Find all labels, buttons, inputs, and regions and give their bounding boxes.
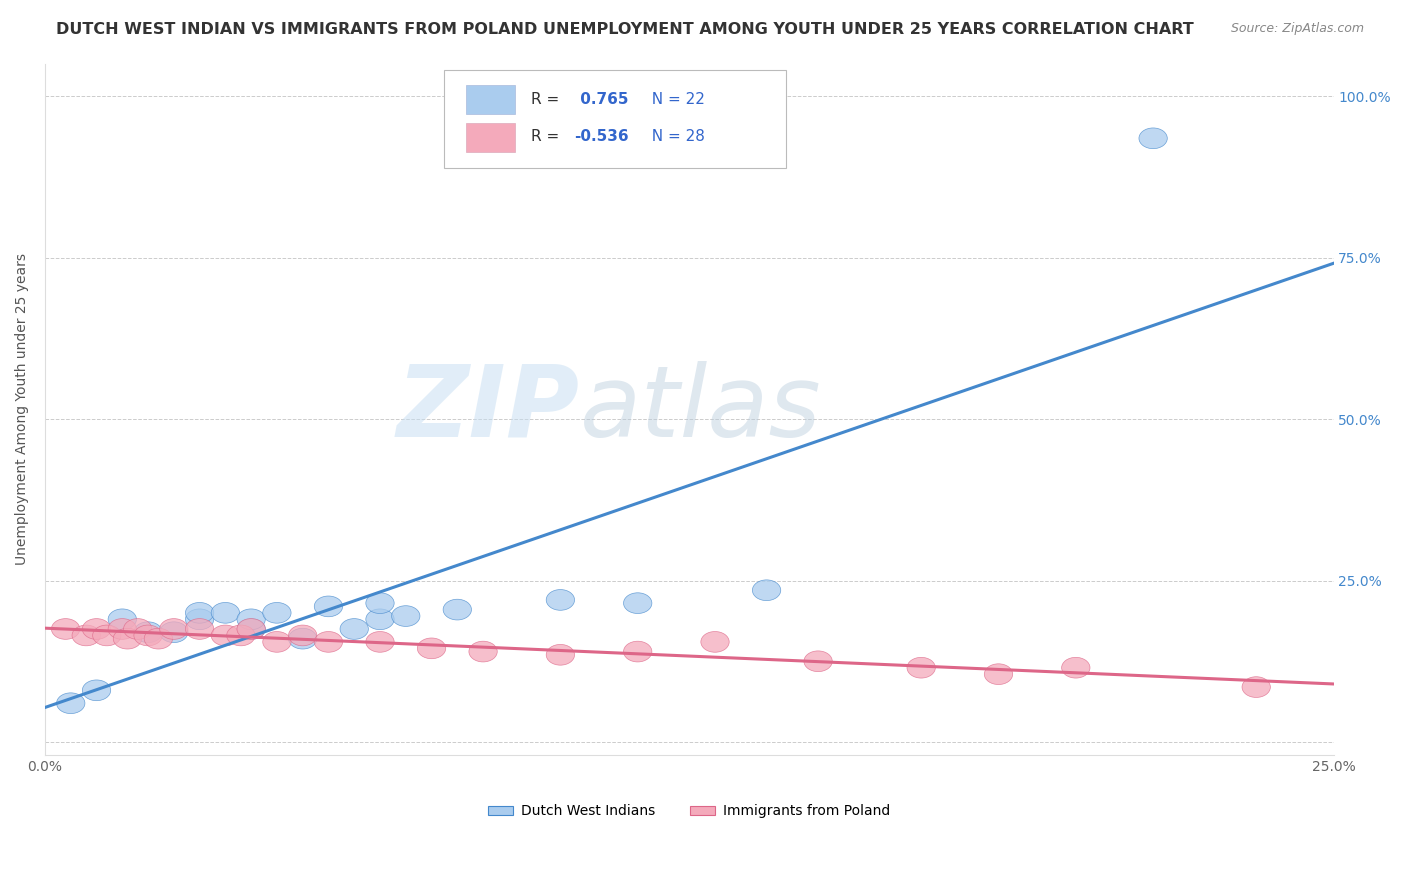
FancyBboxPatch shape [467,123,515,152]
Ellipse shape [470,641,498,662]
Ellipse shape [752,580,780,600]
Ellipse shape [392,606,420,626]
Ellipse shape [288,628,316,649]
Ellipse shape [804,651,832,672]
Ellipse shape [186,602,214,624]
Ellipse shape [108,619,136,640]
Ellipse shape [211,625,239,646]
Text: R =: R = [530,92,564,107]
Ellipse shape [546,590,575,610]
Ellipse shape [114,628,142,649]
Ellipse shape [1062,657,1090,678]
Ellipse shape [263,602,291,624]
Ellipse shape [238,609,266,630]
Ellipse shape [366,632,394,652]
Ellipse shape [134,625,162,646]
Ellipse shape [366,593,394,614]
Ellipse shape [52,619,80,640]
Ellipse shape [83,680,111,701]
Y-axis label: Unemployment Among Youth under 25 years: Unemployment Among Youth under 25 years [15,253,30,566]
Ellipse shape [984,664,1012,684]
Ellipse shape [315,596,343,616]
Ellipse shape [623,593,652,614]
Ellipse shape [443,599,471,620]
Ellipse shape [418,638,446,658]
Ellipse shape [700,632,730,652]
Ellipse shape [56,693,84,714]
FancyBboxPatch shape [467,85,515,114]
Ellipse shape [145,628,173,649]
Text: N = 28: N = 28 [641,129,704,145]
Ellipse shape [160,622,188,642]
Ellipse shape [134,622,162,642]
Ellipse shape [83,619,111,640]
Text: Source: ZipAtlas.com: Source: ZipAtlas.com [1230,22,1364,36]
Ellipse shape [340,619,368,640]
Text: DUTCH WEST INDIAN VS IMMIGRANTS FROM POLAND UNEMPLOYMENT AMONG YOUTH UNDER 25 YE: DUTCH WEST INDIAN VS IMMIGRANTS FROM POL… [56,22,1194,37]
Ellipse shape [315,632,343,652]
Ellipse shape [623,641,652,662]
Ellipse shape [124,619,152,640]
Ellipse shape [238,619,266,640]
Ellipse shape [263,632,291,652]
Ellipse shape [366,609,394,630]
Ellipse shape [546,644,575,665]
Ellipse shape [186,619,214,640]
Ellipse shape [907,657,935,678]
Text: atlas: atlas [579,361,821,458]
Ellipse shape [93,625,121,646]
Ellipse shape [72,625,100,646]
Ellipse shape [108,609,136,630]
Ellipse shape [288,625,316,646]
Text: ZIP: ZIP [396,361,579,458]
Legend: Dutch West Indians, Immigrants from Poland: Dutch West Indians, Immigrants from Pola… [482,799,896,824]
Ellipse shape [238,619,266,640]
Ellipse shape [211,602,239,624]
Ellipse shape [1241,677,1271,698]
Ellipse shape [160,619,188,640]
Text: -0.536: -0.536 [575,129,630,145]
Text: 0.765: 0.765 [575,92,628,107]
Ellipse shape [226,625,254,646]
Text: R =: R = [530,129,564,145]
Text: N = 22: N = 22 [641,92,704,107]
Ellipse shape [186,609,214,630]
Ellipse shape [1139,128,1167,149]
FancyBboxPatch shape [444,70,786,168]
